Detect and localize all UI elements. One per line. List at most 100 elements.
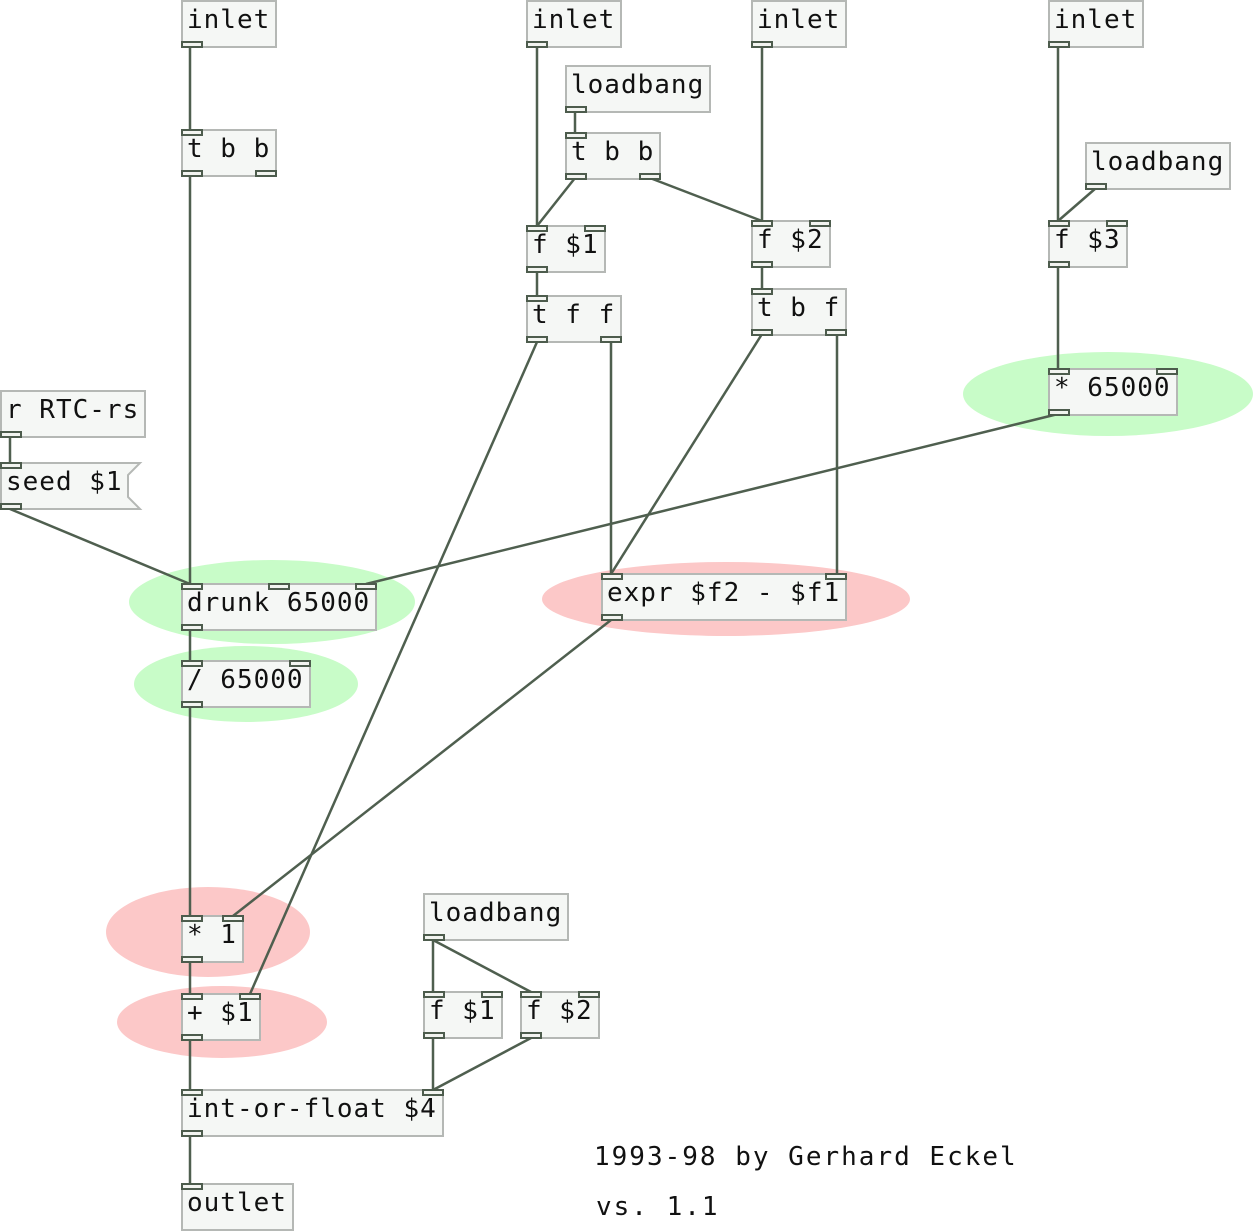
object-label: loadbang bbox=[571, 70, 704, 100]
outlet-port[interactable] bbox=[181, 701, 203, 708]
object-inlet-4[interactable]: inlet bbox=[1048, 0, 1144, 48]
object-t-bf[interactable]: t b f bbox=[751, 288, 847, 336]
inlet-port[interactable] bbox=[181, 1183, 203, 1190]
outlet-port[interactable] bbox=[526, 41, 548, 48]
outlet-port[interactable] bbox=[526, 336, 548, 343]
object-label: seed $1 bbox=[6, 467, 123, 497]
inlet-port[interactable] bbox=[825, 573, 847, 580]
outlet-port[interactable] bbox=[181, 624, 203, 631]
inlet-port[interactable] bbox=[422, 1089, 444, 1096]
object-t-bb-2[interactable]: t b b bbox=[565, 132, 661, 180]
inlet-port[interactable] bbox=[181, 583, 203, 590]
inlet-port[interactable] bbox=[584, 225, 606, 232]
object-box bbox=[181, 660, 311, 708]
outlet-port[interactable] bbox=[181, 1034, 203, 1041]
inlet-port[interactable] bbox=[181, 993, 203, 1000]
inlet-port[interactable] bbox=[423, 991, 445, 998]
object-mul-1[interactable]: * 1 bbox=[181, 915, 244, 963]
inlet-port[interactable] bbox=[526, 225, 548, 232]
outlet-port[interactable] bbox=[565, 106, 587, 113]
inlet-port[interactable] bbox=[268, 583, 290, 590]
outlet-port[interactable] bbox=[751, 41, 773, 48]
outlet-port[interactable] bbox=[423, 934, 445, 941]
inlet-port[interactable] bbox=[751, 288, 773, 295]
outlet-port[interactable] bbox=[1048, 261, 1070, 268]
object-f-1[interactable]: f $1 bbox=[526, 225, 606, 273]
inlet-port[interactable] bbox=[181, 129, 203, 136]
outlet-port[interactable] bbox=[1085, 183, 1107, 190]
outlet-port[interactable] bbox=[526, 266, 548, 273]
object-f-2[interactable]: f $2 bbox=[751, 220, 831, 268]
object-f-3[interactable]: f $3 bbox=[1048, 220, 1128, 268]
object-f-4[interactable]: f $1 bbox=[423, 991, 503, 1039]
object-loadbang-3[interactable]: loadbang bbox=[423, 893, 569, 941]
object-mul-65000[interactable]: * 65000 bbox=[1048, 368, 1178, 416]
object-box bbox=[601, 573, 847, 621]
inlet-port[interactable] bbox=[181, 660, 203, 667]
connections bbox=[8, 47, 1097, 1184]
inlet-port[interactable] bbox=[481, 991, 503, 998]
object-label: drunk 65000 bbox=[187, 588, 370, 618]
object-loadbang-1[interactable]: loadbang bbox=[565, 65, 711, 113]
inlet-port[interactable] bbox=[751, 220, 773, 227]
outlet-port[interactable] bbox=[751, 261, 773, 268]
outlet-port[interactable] bbox=[520, 1032, 542, 1039]
object-inlet-3[interactable]: inlet bbox=[751, 0, 847, 48]
inlet-port[interactable] bbox=[565, 132, 587, 139]
object-f-5[interactable]: f $2 bbox=[520, 991, 600, 1039]
outlet-port[interactable] bbox=[600, 336, 622, 343]
inlet-port[interactable] bbox=[526, 295, 548, 302]
inlet-port[interactable] bbox=[289, 660, 311, 667]
object-t-bb-1[interactable]: t b b bbox=[181, 129, 277, 177]
message-seed[interactable]: seed $1 bbox=[0, 462, 143, 510]
wire bbox=[232, 619, 612, 917]
object-add[interactable]: + $1 bbox=[181, 993, 261, 1041]
outlet-port[interactable] bbox=[0, 503, 22, 510]
object-loadbang-2[interactable]: loadbang bbox=[1085, 142, 1231, 190]
object-box bbox=[1048, 368, 1178, 416]
outlet-port[interactable] bbox=[181, 41, 203, 48]
object-box bbox=[1048, 220, 1128, 268]
object-box bbox=[0, 390, 146, 438]
inlet-port[interactable] bbox=[0, 462, 22, 469]
inlet-port[interactable] bbox=[578, 991, 600, 998]
inlet-port[interactable] bbox=[1106, 220, 1128, 227]
outlet-port[interactable] bbox=[1048, 41, 1070, 48]
outlet-port[interactable] bbox=[181, 956, 203, 963]
object-label: f $3 bbox=[1054, 225, 1121, 255]
object-r-rtc[interactable]: r RTC-rs bbox=[0, 390, 146, 438]
outlet-port[interactable] bbox=[423, 1032, 445, 1039]
object-outlet[interactable]: outlet bbox=[181, 1183, 294, 1231]
object-t-ff[interactable]: t f f bbox=[526, 295, 622, 343]
outlet-port[interactable] bbox=[565, 173, 587, 180]
outlet-port[interactable] bbox=[825, 329, 847, 336]
outlet-port[interactable] bbox=[1048, 409, 1070, 416]
inlet-port[interactable] bbox=[601, 573, 623, 580]
object-inlet-1[interactable]: inlet bbox=[181, 0, 277, 48]
object-label: expr $f2 - $f1 bbox=[607, 578, 840, 608]
inlet-port[interactable] bbox=[1048, 220, 1070, 227]
inlet-port[interactable] bbox=[239, 993, 261, 1000]
object-int-or-float[interactable]: int-or-float $4 bbox=[181, 1089, 444, 1137]
object-inlet-2[interactable]: inlet bbox=[526, 0, 622, 48]
outlet-port[interactable] bbox=[639, 173, 661, 180]
outlet-port[interactable] bbox=[181, 1130, 203, 1137]
inlet-port[interactable] bbox=[1048, 368, 1070, 375]
inlet-port[interactable] bbox=[181, 1089, 203, 1096]
inlet-port[interactable] bbox=[222, 915, 244, 922]
inlet-port[interactable] bbox=[355, 583, 377, 590]
inlet-port[interactable] bbox=[520, 991, 542, 998]
object-expr[interactable]: expr $f2 - $f1 bbox=[601, 573, 847, 621]
outlet-port[interactable] bbox=[751, 329, 773, 336]
object-drunk[interactable]: drunk 65000 bbox=[181, 583, 377, 631]
inlet-port[interactable] bbox=[809, 220, 831, 227]
outlet-port[interactable] bbox=[255, 170, 277, 177]
inlet-port[interactable] bbox=[181, 915, 203, 922]
outlet-port[interactable] bbox=[601, 614, 623, 621]
inlet-port[interactable] bbox=[1156, 368, 1178, 375]
object-div-65000[interactable]: / 65000 bbox=[181, 660, 311, 708]
outlet-port[interactable] bbox=[0, 431, 22, 438]
outlet-port[interactable] bbox=[181, 170, 203, 177]
object-label: inlet bbox=[532, 5, 615, 35]
